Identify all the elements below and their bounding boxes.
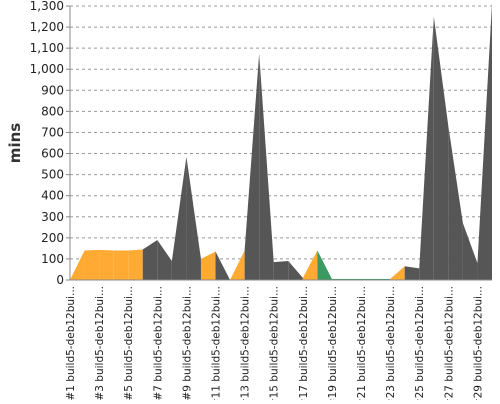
area-segment [259,53,274,280]
area-segment [433,16,449,281]
y-tick-label: 300 [41,210,64,224]
y-tick-label: 800 [41,104,64,118]
x-tick-label: #5 build5-deb12bui... [123,286,135,400]
x-tick-label: #17 build5-deb12bui... [298,286,310,400]
y-axis-title: mins [6,123,24,163]
area-segment [419,16,434,281]
axis-layer [69,6,492,281]
y-tick-label: 500 [41,168,64,182]
x-tick-label: #15 build5-deb12bui... [269,286,281,400]
x-tick-label: #29 build5-deb12bui... [472,286,484,400]
area-layer [70,3,492,281]
y-tick-labels: 0 100 200 300 400 500 600 700 800 900 1,000 1,100 1,… [30,0,64,287]
y-tick-label: 400 [41,189,64,203]
x-tick-label: #11 build5-deb12bui... [211,286,223,400]
area-segment [230,250,245,280]
area-segment [99,249,114,280]
y-tick-label: 100 [41,252,64,266]
x-tick-label: #19 build5-deb12bui... [327,286,339,400]
x-tick-label: #9 build5-deb12bui... [181,286,193,400]
area-segment [273,261,289,280]
x-tick-label: #25 build5-deb12bui... [414,286,426,400]
y-tick-label: 0 [56,273,64,287]
y-tick-label: 900 [41,83,64,97]
area-segment [171,156,187,280]
y-tick-label: 700 [41,125,64,139]
y-tick-label: 600 [41,147,64,161]
area-segment [142,239,158,280]
area-segment [390,266,405,280]
x-tick-label: #23 build5-deb12bui... [385,286,397,400]
y-tick-label: 1,300 [30,0,64,13]
y-tick-label: 1,000 [30,62,64,76]
x-tick-label: #1 build5-deb12bui... [65,286,77,400]
x-tick-labels: #1 build5-deb12bui... #3 build5-deb12bui.… [65,286,484,404]
area-segment [244,53,260,280]
area-segment [302,250,318,280]
area-segment [113,250,129,280]
x-tick-label: #13 build5-deb12bui... [240,286,252,400]
area-segment [128,249,143,280]
area-segment [317,250,332,280]
x-tick-label: #27 build5-deb12bui... [443,286,455,400]
area-segment [70,250,85,280]
area-segment [186,156,201,280]
area-segment [200,251,216,280]
x-tick-label: #21 build5-deb12bui... [356,286,368,400]
area-segment [448,126,463,280]
y-tick-label: 1,100 [30,41,64,55]
y-tick-label: 1,200 [30,20,64,34]
y-tick-label: 200 [41,231,64,245]
area-segment [215,251,231,280]
area-segment [462,223,478,280]
area-segment [84,249,100,280]
grid-layer [66,5,492,281]
x-tick-label: #7 build5-deb12bui... [152,286,164,400]
area-segment [404,266,420,280]
area-segment [288,261,303,280]
x-tick-label: #3 build5-deb12bui... [94,286,106,400]
area-segment [157,239,172,280]
area-segment [477,3,492,281]
